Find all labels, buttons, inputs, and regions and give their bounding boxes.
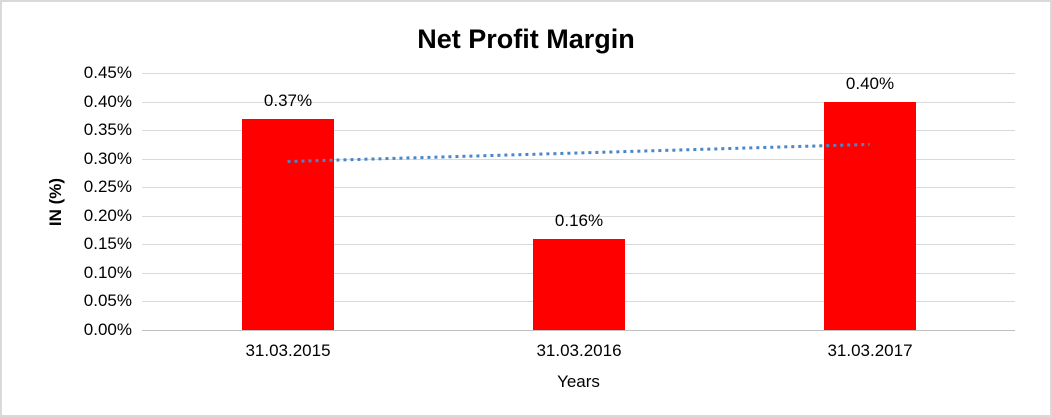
y-tick-label: 0.40% — [83, 92, 132, 111]
bar — [242, 119, 334, 330]
y-tick-label: 0.15% — [83, 234, 132, 253]
y-tick-label: 0.05% — [83, 291, 132, 310]
gridline — [142, 216, 1015, 217]
plot-area — [142, 73, 1015, 331]
gridline — [142, 187, 1015, 188]
x-axis-line — [142, 330, 1015, 331]
y-tick-label: 0.35% — [83, 120, 132, 139]
y-tick-label: 0.20% — [83, 206, 132, 225]
y-tick-label: 0.30% — [83, 149, 132, 168]
y-tick-label: 0.10% — [83, 263, 132, 282]
y-tick-label: 0.00% — [83, 320, 132, 339]
y-tick-label: 0.45% — [83, 63, 132, 82]
bar — [824, 102, 916, 330]
gridline — [142, 102, 1015, 103]
chart-title: Net Profit Margin — [417, 24, 635, 54]
x-tick-label: 31.03.2017 — [827, 341, 913, 360]
x-tick-label: 31.03.2015 — [245, 341, 331, 360]
bar — [533, 239, 625, 330]
gridline — [142, 130, 1015, 131]
bar-value-label: 0.37% — [263, 91, 313, 110]
y-tick-label: 0.25% — [83, 177, 132, 196]
bar-value-label: 0.40% — [845, 74, 895, 93]
bar-value-label: 0.16% — [554, 211, 604, 230]
x-tick-label: 31.03.2016 — [536, 341, 622, 360]
gridline — [142, 73, 1015, 74]
x-axis-title: Years — [557, 372, 600, 391]
